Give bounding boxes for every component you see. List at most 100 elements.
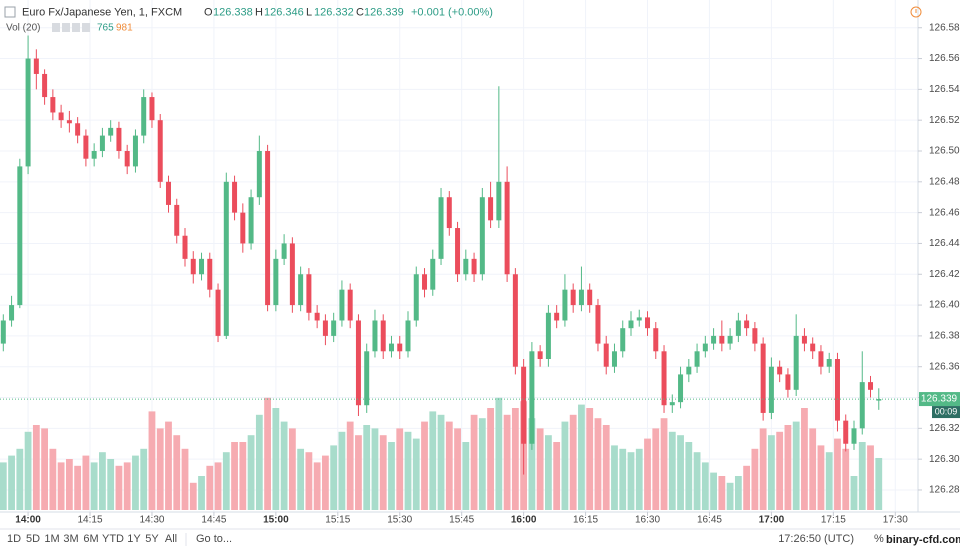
high-value: 126.346: [264, 6, 304, 18]
candle-body: [215, 289, 221, 336]
candle-body: [760, 343, 766, 413]
candle-body: [455, 228, 461, 275]
x-tick-label: 15:30: [387, 515, 412, 526]
candle-body: [372, 320, 378, 352]
volume-bar: [842, 448, 850, 510]
volume-layer: [0, 397, 883, 510]
volume-bar: [792, 421, 800, 510]
candle-body: [702, 343, 708, 352]
x-tick-label: 16:15: [573, 515, 598, 526]
y-tick-label: 126.400: [929, 300, 960, 311]
icon[interactable]: [52, 23, 60, 32]
volume-bar: [553, 442, 561, 510]
percent-button[interactable]: %: [874, 533, 884, 545]
candle-body: [562, 289, 568, 321]
candle-body: [463, 258, 469, 275]
volume-bar: [198, 476, 205, 510]
icon[interactable]: [72, 23, 80, 32]
volume-bar: [247, 435, 255, 510]
range-button[interactable]: 1D: [7, 533, 21, 545]
alert-icon[interactable]: [910, 6, 922, 18]
candle-body: [50, 97, 56, 113]
candle-body: [645, 317, 651, 329]
candle-body: [240, 212, 246, 244]
x-tick-label: 15:00: [263, 515, 289, 526]
candle-body: [364, 351, 370, 406]
volume-bar: [487, 408, 494, 510]
range-button[interactable]: 5D: [26, 533, 40, 545]
volume-bar: [396, 428, 404, 510]
volume-bar: [156, 428, 164, 510]
candle-body: [91, 150, 97, 159]
y-tick-label: 126.420: [929, 269, 960, 280]
volume-bar: [660, 418, 668, 510]
range-button[interactable]: All: [165, 533, 177, 545]
range-button[interactable]: 5Y: [145, 533, 159, 545]
candle-body: [66, 120, 72, 124]
volume-bar: [297, 448, 305, 510]
icon[interactable]: [82, 23, 90, 32]
volume-bar: [140, 448, 148, 510]
volume-bar: [677, 435, 684, 510]
x-tick-label: 14:30: [139, 515, 164, 526]
volume-bar: [850, 476, 858, 510]
candle-body: [768, 366, 774, 413]
candle-body: [322, 320, 328, 336]
volume-bar: [255, 414, 263, 510]
volume-bar: [421, 421, 428, 510]
candle-body: [735, 320, 741, 336]
volume-bar: [668, 431, 676, 510]
candle-body: [132, 135, 138, 167]
volume-bar: [41, 428, 48, 510]
candle-body: [719, 335, 725, 344]
volume-bar: [49, 448, 57, 510]
candle-body: [223, 181, 229, 336]
volume-bar: [222, 452, 230, 510]
volume-bar: [0, 462, 7, 510]
x-tick-label: 15:45: [449, 515, 474, 526]
candle-body: [281, 243, 287, 259]
volume-bar: [445, 421, 453, 510]
last-price-box: [919, 392, 960, 407]
x-tick-label: 14:45: [201, 515, 226, 526]
volume-bar: [82, 455, 90, 510]
candle-body: [355, 320, 361, 406]
candle-body: [380, 320, 386, 352]
candle-body: [727, 335, 733, 344]
symbol-icon[interactable]: [4, 6, 16, 18]
volume-bar: [652, 428, 660, 510]
volume-bar: [8, 455, 15, 510]
volume-bar: [272, 408, 280, 510]
range-button[interactable]: 1Y: [127, 533, 141, 545]
candle-body: [636, 317, 642, 321]
volume-bar: [412, 438, 420, 510]
volume-bar: [363, 425, 371, 510]
candle-body: [347, 289, 353, 321]
range-button[interactable]: YTD: [102, 533, 124, 545]
volume-bar: [65, 459, 73, 510]
range-button[interactable]: 6M: [83, 533, 98, 545]
candle-body: [694, 351, 700, 367]
candle-body: [17, 166, 23, 306]
candle-body: [141, 97, 147, 136]
range-button[interactable]: 3M: [63, 533, 78, 545]
volume-bar: [437, 414, 445, 510]
icon[interactable]: [62, 23, 70, 32]
volume-bar: [57, 462, 65, 510]
candle-body: [199, 258, 205, 275]
y-tick-label: 126.380: [929, 331, 960, 342]
volume-bar: [594, 418, 602, 510]
candle-body: [42, 73, 48, 98]
open-value: 126.338: [213, 6, 253, 18]
candle-body: [801, 335, 807, 344]
volume-bar: [132, 455, 139, 510]
candle-body: [99, 135, 105, 151]
countdown-box: [932, 406, 960, 419]
volume-bar: [16, 448, 24, 510]
volume-bar: [330, 445, 338, 510]
goto-button[interactable]: Go to...: [196, 533, 232, 545]
candle-body: [149, 97, 155, 121]
range-button[interactable]: 1M: [44, 533, 59, 545]
volume-bar: [231, 442, 238, 510]
volume-bar: [834, 438, 841, 510]
